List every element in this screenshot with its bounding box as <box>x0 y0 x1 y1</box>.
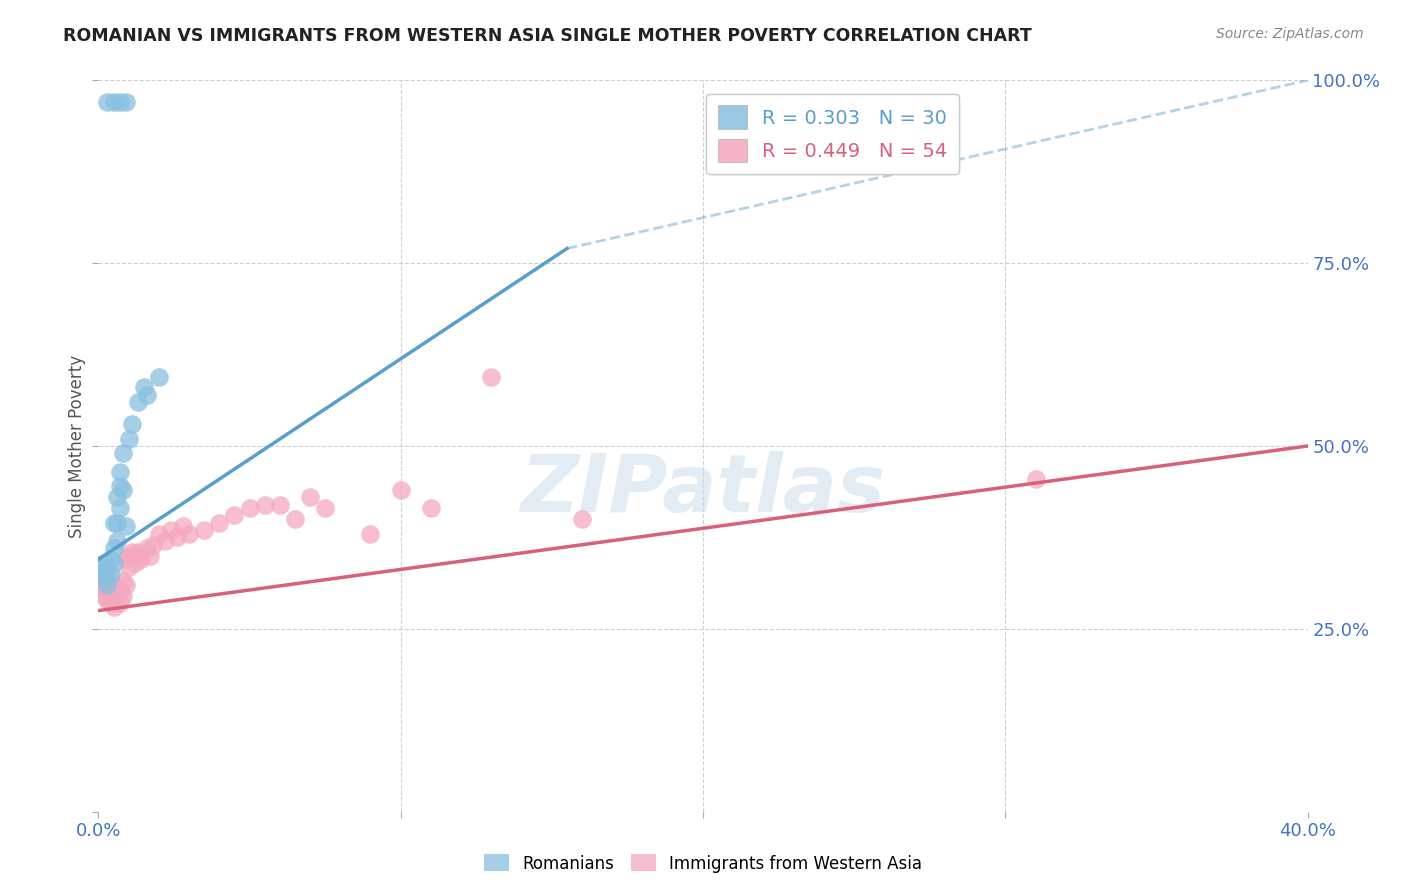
Point <box>96 563 118 577</box>
Point <box>114 552 136 566</box>
Point <box>118 549 141 563</box>
Point <box>108 95 131 110</box>
Point <box>93 589 115 603</box>
Point <box>135 541 157 556</box>
Point <box>299 490 322 504</box>
Point <box>148 369 170 384</box>
Point <box>100 578 122 592</box>
Point <box>172 519 194 533</box>
Point <box>90 567 112 582</box>
Point <box>153 534 176 549</box>
Point <box>103 516 125 530</box>
Point <box>111 574 134 589</box>
Point <box>103 95 125 110</box>
Point <box>127 395 149 409</box>
Point <box>481 369 503 384</box>
Point <box>111 589 134 603</box>
Point <box>105 516 128 530</box>
Point <box>114 519 136 533</box>
Point <box>96 582 118 596</box>
Point <box>105 592 128 607</box>
Point <box>135 388 157 402</box>
Point <box>121 417 143 431</box>
Point <box>90 578 112 592</box>
Y-axis label: Single Mother Poverty: Single Mother Poverty <box>67 354 86 538</box>
Point <box>105 534 128 549</box>
Point <box>93 571 115 585</box>
Point <box>108 501 131 516</box>
Point <box>132 380 155 394</box>
Point <box>160 523 183 537</box>
Point <box>1024 472 1046 486</box>
Point <box>127 545 149 559</box>
Point <box>103 578 125 592</box>
Point <box>90 582 112 596</box>
Point <box>239 501 262 516</box>
Point <box>124 549 146 563</box>
Point <box>193 523 215 537</box>
Text: ZIPatlas: ZIPatlas <box>520 450 886 529</box>
Point <box>103 556 125 570</box>
Point <box>148 526 170 541</box>
Point <box>571 512 593 526</box>
Point <box>93 556 115 570</box>
Point <box>269 498 291 512</box>
Point <box>90 559 112 574</box>
Point <box>90 574 112 589</box>
Point <box>93 578 115 592</box>
Point <box>224 508 246 523</box>
Point <box>108 585 131 599</box>
Point <box>208 516 231 530</box>
Point <box>108 479 131 493</box>
Point <box>96 578 118 592</box>
Point <box>389 483 412 497</box>
Point <box>420 501 443 516</box>
Legend: Romanians, Immigrants from Western Asia: Romanians, Immigrants from Western Asia <box>477 847 929 880</box>
Point <box>100 567 122 582</box>
Point <box>96 95 118 110</box>
Point <box>96 585 118 599</box>
Point <box>103 589 125 603</box>
Point <box>118 432 141 446</box>
Text: Source: ZipAtlas.com: Source: ZipAtlas.com <box>1216 27 1364 41</box>
Point <box>100 596 122 610</box>
Point <box>253 498 276 512</box>
Point <box>103 599 125 614</box>
Point <box>111 446 134 460</box>
Point <box>124 556 146 570</box>
Point <box>139 549 162 563</box>
Point <box>284 512 307 526</box>
Point <box>179 526 201 541</box>
Point <box>103 541 125 556</box>
Point <box>93 582 115 596</box>
Point <box>111 483 134 497</box>
Point <box>100 552 122 566</box>
Text: ROMANIAN VS IMMIGRANTS FROM WESTERN ASIA SINGLE MOTHER POVERTY CORRELATION CHART: ROMANIAN VS IMMIGRANTS FROM WESTERN ASIA… <box>63 27 1032 45</box>
Point <box>142 538 165 552</box>
Point <box>114 95 136 110</box>
Point <box>105 582 128 596</box>
Point <box>96 592 118 607</box>
Point <box>114 578 136 592</box>
Legend: R = 0.303   N = 30, R = 0.449   N = 54: R = 0.303 N = 30, R = 0.449 N = 54 <box>706 94 959 174</box>
Point <box>108 596 131 610</box>
Point <box>129 552 152 566</box>
Point <box>360 526 382 541</box>
Point <box>100 585 122 599</box>
Point <box>314 501 336 516</box>
Point <box>121 545 143 559</box>
Point <box>166 530 188 544</box>
Point <box>118 559 141 574</box>
Point <box>105 490 128 504</box>
Point <box>108 465 131 479</box>
